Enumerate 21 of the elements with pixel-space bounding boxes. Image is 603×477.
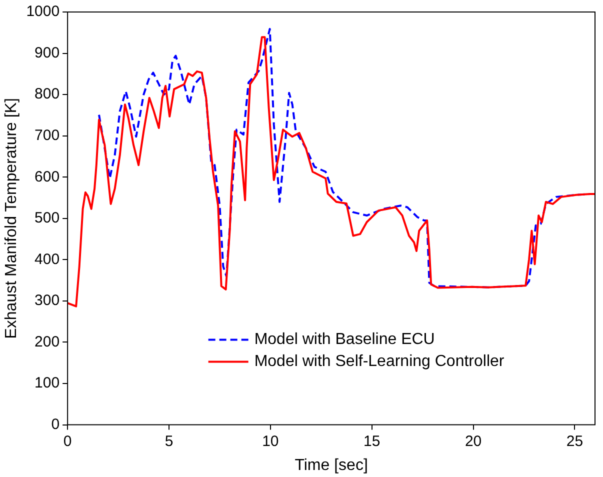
x-axis-title: Time [sec]: [294, 456, 368, 474]
y-tick-label: 600: [34, 168, 60, 186]
y-tick-label: 200: [34, 333, 60, 350]
y-tick-label: 900: [34, 44, 60, 62]
y-tick-label: 800: [34, 86, 60, 103]
y-tick-label: 400: [34, 250, 60, 268]
y-tick-label: 100: [34, 374, 60, 392]
y-axis-title: Exhaust Manifold Temperature [K]: [3, 98, 20, 339]
legend-label: Model with Self-Learning Controller: [254, 353, 505, 370]
y-tick-label: 700: [34, 126, 60, 144]
y-tick-label: 300: [34, 292, 60, 310]
x-tick-label: 25: [566, 432, 584, 450]
x-tick-label: 15: [364, 432, 380, 450]
x-tick-label: 20: [464, 432, 482, 450]
legend-label: Model with Baseline ECU: [254, 331, 435, 348]
x-tick-label: 10: [262, 432, 279, 450]
y-tick-label: 1000: [26, 3, 60, 20]
y-tick-label: 500: [34, 210, 60, 227]
x-tick-label: 0: [63, 432, 72, 450]
y-tick-label: 0: [51, 416, 60, 433]
x-tick-label: 5: [164, 432, 174, 450]
